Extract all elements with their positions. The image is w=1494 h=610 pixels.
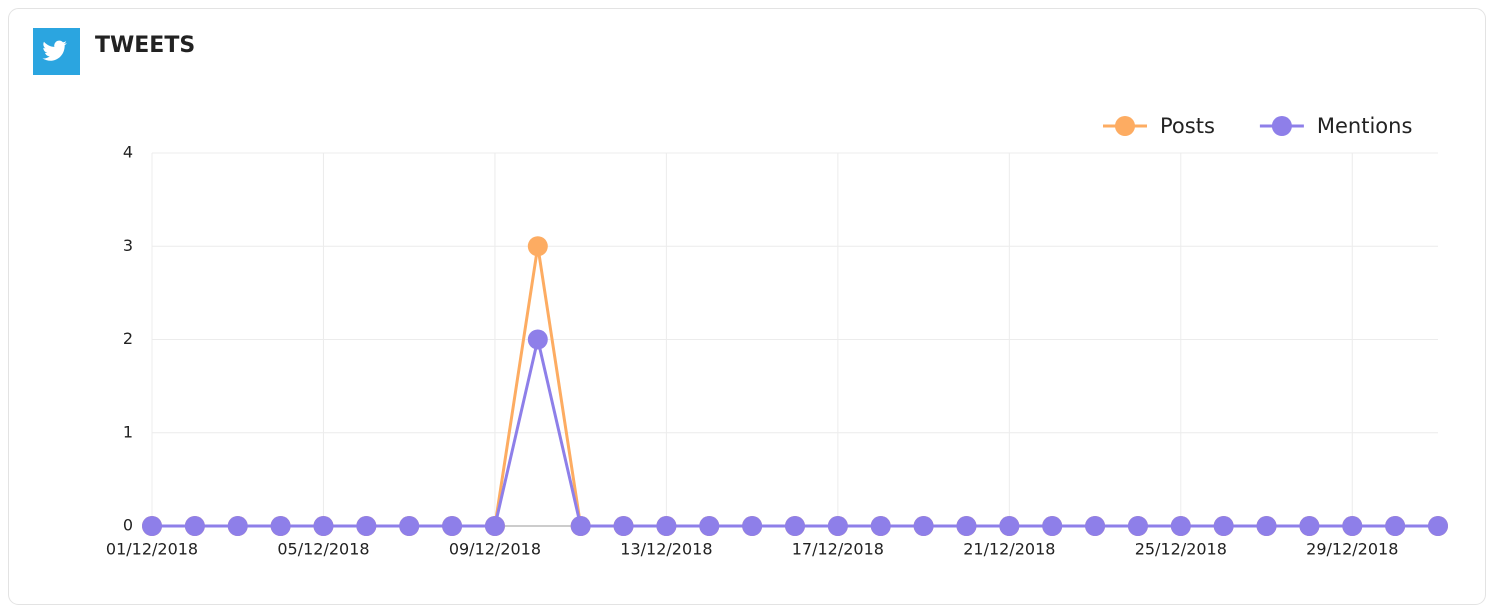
point [785,516,805,536]
legend-marker [1271,116,1292,136]
point [870,516,891,536]
point [613,516,634,536]
point [1385,516,1406,536]
point [1428,516,1448,536]
x-tick-label: 05/12/2018 [277,540,369,559]
y-tick-label: 3 [123,236,133,255]
y-tick-label: 1 [123,422,133,441]
legend-label: Mentions [1317,114,1413,138]
point [356,516,377,536]
x-tick-label: 21/12/2018 [963,540,1055,559]
point [1127,516,1148,536]
point [313,516,334,536]
point [1256,516,1277,536]
point [656,516,677,536]
x-tick-label: 25/12/2018 [1135,540,1227,559]
point [484,516,505,536]
x-tick-label: 29/12/2018 [1306,540,1398,559]
point [1213,516,1234,536]
point [1085,516,1106,536]
point [1299,516,1320,536]
point [570,516,591,536]
point [270,516,291,536]
point [142,516,162,536]
point [913,516,934,536]
point [527,329,548,350]
point [827,516,848,536]
point [956,516,977,536]
point [527,236,548,257]
point [184,516,205,536]
legend-label: Posts [1160,114,1215,138]
point [442,516,463,536]
legend-marker [1115,116,1135,136]
title: TWEETS [95,33,195,58]
point [227,516,248,536]
y-tick-label: 2 [123,329,133,348]
point [399,516,420,536]
y-tick-label: 0 [123,516,133,535]
point [1170,516,1191,536]
x-tick-label: 01/12/2018 [106,540,198,559]
card [8,8,1486,605]
point [699,516,720,536]
point [999,516,1020,536]
chart: 0 1 2 3 4 01/12/2018 05/12/2018 09/12/2018 13/12… [106,114,1448,559]
x-tick-label: 13/12/2018 [620,540,712,559]
point [1042,516,1063,536]
x-tick-label: 09/12/2018 [449,540,541,559]
x-tick-label: 17/12/2018 [792,540,884,559]
point [742,516,763,536]
point [1342,516,1363,536]
y-tick-label: 4 [123,143,133,162]
twitter-icon [33,28,80,75]
